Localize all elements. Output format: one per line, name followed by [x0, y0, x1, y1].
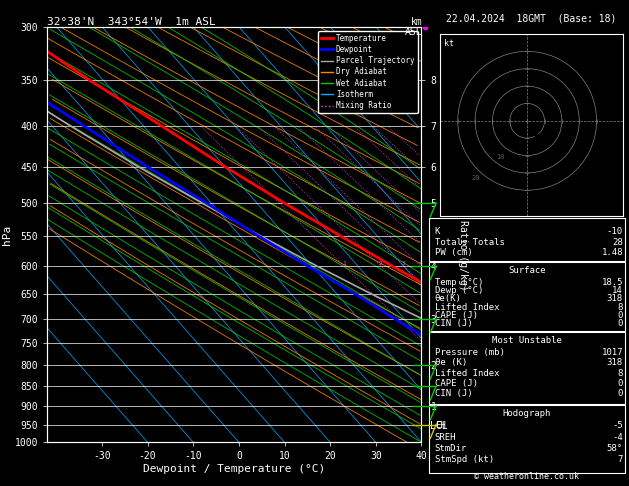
Text: StmDir: StmDir — [435, 444, 467, 453]
Text: 4: 4 — [419, 261, 422, 266]
Text: Temp (°C): Temp (°C) — [435, 278, 483, 287]
Text: Lifted Index: Lifted Index — [435, 368, 499, 378]
Text: CIN (J): CIN (J) — [435, 389, 472, 398]
Text: 20: 20 — [472, 175, 480, 181]
Text: -4: -4 — [612, 433, 623, 442]
Bar — [429, 332, 625, 404]
Y-axis label: Mixing Ratio (g/kg): Mixing Ratio (g/kg) — [457, 179, 467, 290]
Text: 1: 1 — [342, 261, 346, 266]
Text: 14: 14 — [612, 286, 623, 295]
Legend: Temperature, Dewpoint, Parcel Trajectory, Dry Adiabat, Wet Adiabat, Isotherm, Mi: Temperature, Dewpoint, Parcel Trajectory… — [318, 31, 418, 113]
Text: CAPE (J): CAPE (J) — [435, 379, 478, 388]
Text: © weatheronline.co.uk: © weatheronline.co.uk — [474, 472, 579, 481]
Text: km: km — [411, 17, 423, 27]
Text: 8: 8 — [618, 303, 623, 312]
Text: 0: 0 — [618, 311, 623, 320]
Text: StmSpd (kt): StmSpd (kt) — [435, 455, 494, 465]
Text: Most Unstable: Most Unstable — [492, 336, 562, 345]
Text: 32°38'N  343°54'W  1m ASL: 32°38'N 343°54'W 1m ASL — [47, 17, 216, 27]
Text: SREH: SREH — [435, 433, 456, 442]
Text: 318: 318 — [607, 295, 623, 303]
Text: -5: -5 — [612, 421, 623, 430]
Text: 0: 0 — [618, 319, 623, 328]
Text: 7: 7 — [618, 455, 623, 465]
Text: kt: kt — [444, 39, 454, 49]
Text: 22.04.2024  18GMT  (Base: 18): 22.04.2024 18GMT (Base: 18) — [447, 14, 616, 24]
Text: PW (cm): PW (cm) — [435, 248, 472, 257]
Text: 318: 318 — [607, 359, 623, 367]
Bar — [429, 405, 625, 472]
Text: EH: EH — [435, 421, 445, 430]
Text: Totals Totals: Totals Totals — [435, 238, 504, 246]
Text: 0: 0 — [618, 389, 623, 398]
Text: θe (K): θe (K) — [435, 359, 467, 367]
Bar — [429, 218, 625, 261]
Text: Dewp (°C): Dewp (°C) — [435, 286, 483, 295]
Text: θe(K): θe(K) — [435, 295, 462, 303]
Text: Hodograph: Hodograph — [503, 409, 551, 418]
Text: 8: 8 — [618, 368, 623, 378]
Text: -10: -10 — [607, 227, 623, 236]
X-axis label: Dewpoint / Temperature (°C): Dewpoint / Temperature (°C) — [143, 464, 325, 474]
Text: 28: 28 — [612, 238, 623, 246]
Text: 58°: 58° — [607, 444, 623, 453]
Text: 0: 0 — [618, 379, 623, 388]
Text: Lifted Index: Lifted Index — [435, 303, 499, 312]
Text: K: K — [435, 227, 440, 236]
Y-axis label: hPa: hPa — [2, 225, 12, 244]
Text: CIN (J): CIN (J) — [435, 319, 472, 328]
Text: 2: 2 — [379, 261, 382, 266]
Text: 10: 10 — [496, 154, 504, 160]
Bar — [429, 262, 625, 331]
Text: 1017: 1017 — [601, 348, 623, 357]
Text: 3: 3 — [402, 261, 406, 266]
Text: 1.48: 1.48 — [601, 248, 623, 257]
Text: Surface: Surface — [508, 266, 545, 275]
Text: Pressure (mb): Pressure (mb) — [435, 348, 504, 357]
Text: CAPE (J): CAPE (J) — [435, 311, 478, 320]
Text: ASL: ASL — [405, 27, 423, 37]
Text: 18.5: 18.5 — [601, 278, 623, 287]
